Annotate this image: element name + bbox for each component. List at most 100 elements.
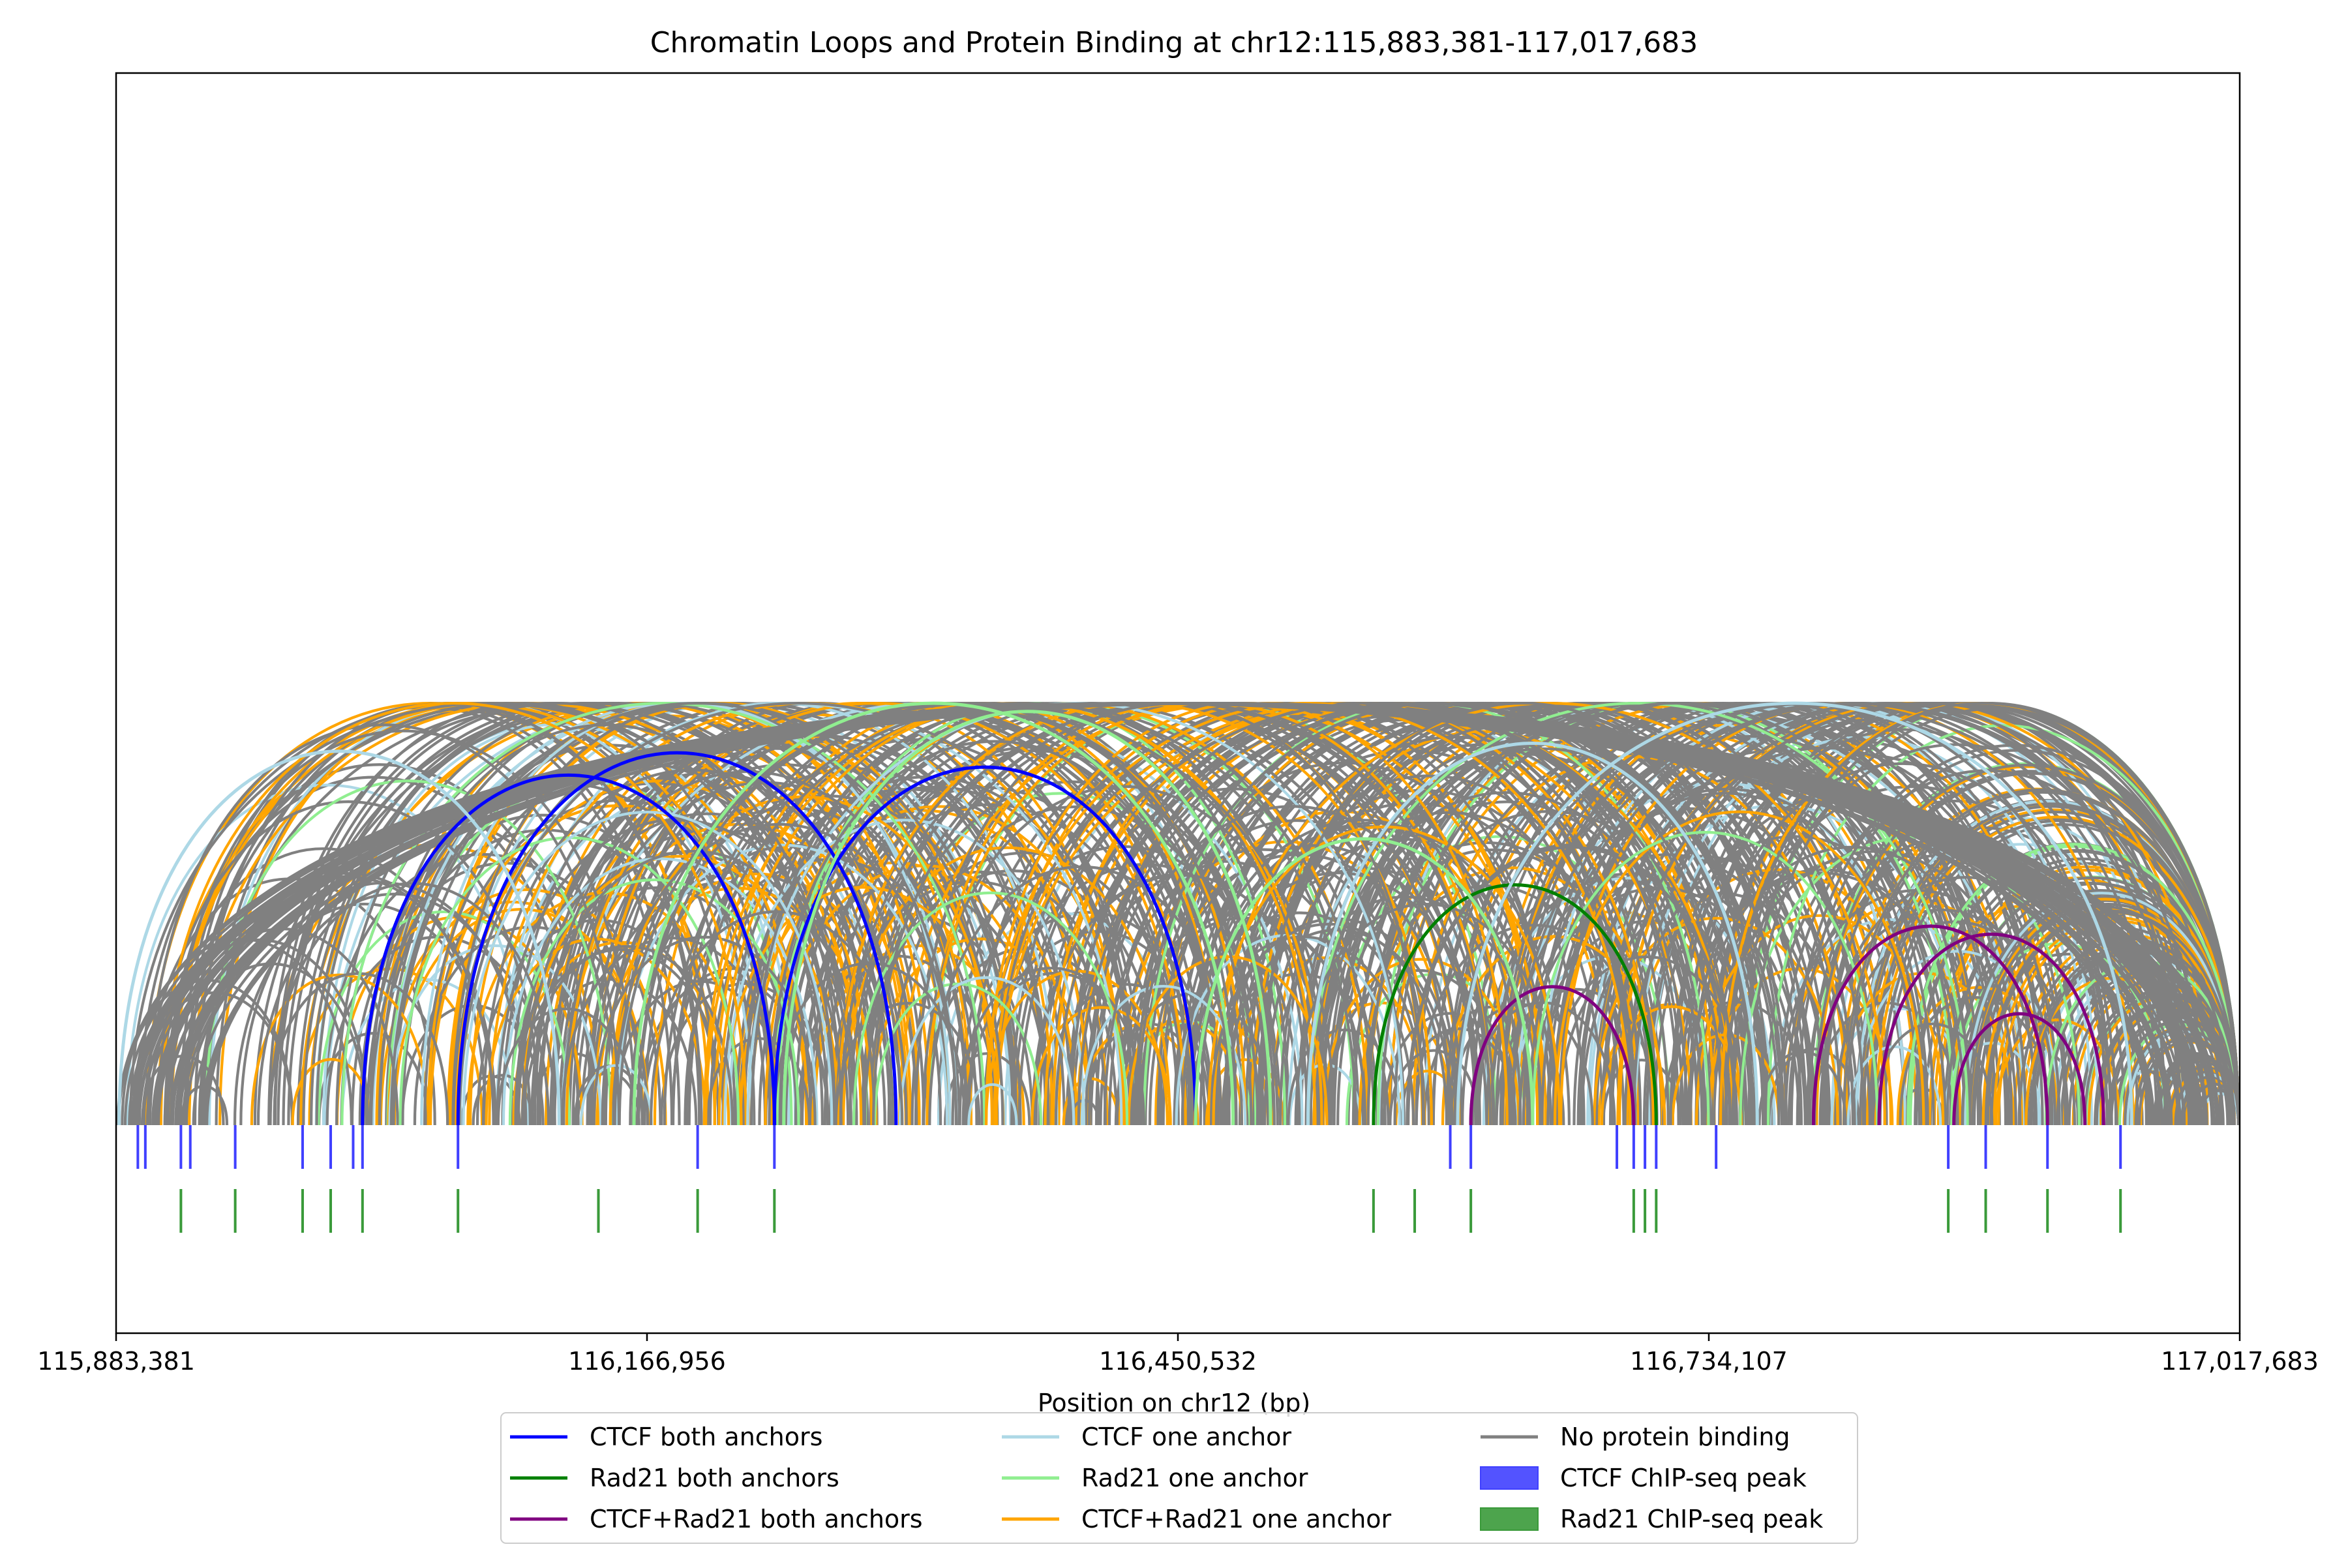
legend-swatch — [1480, 1466, 1539, 1490]
loop-arc — [530, 850, 856, 1126]
loop-arc — [1528, 792, 1921, 1126]
loop-arc — [1329, 849, 1657, 1126]
loop-arc — [1531, 830, 1879, 1126]
loop-arc — [1103, 805, 1481, 1126]
loop-arc — [663, 702, 1376, 1126]
loop-arc — [250, 973, 430, 1126]
loop-arc — [458, 702, 1139, 1126]
loop-arc — [429, 804, 808, 1126]
ctcf-peak-track — [136, 1125, 2122, 1169]
legend-swatch — [1480, 1507, 1539, 1531]
loop-arc — [1687, 845, 2017, 1126]
loop-arc — [1031, 1006, 1172, 1126]
loop-arc — [1608, 702, 2240, 1126]
x-tick-label: 115,883,381 — [37, 1347, 195, 1376]
legend-label: CTCF both anchors — [590, 1423, 822, 1451]
loop-arc — [1148, 844, 1481, 1126]
loop-arc — [967, 1083, 1018, 1126]
loop-arc — [522, 812, 892, 1126]
loop-arc-rad21-one — [1194, 837, 1535, 1126]
loop-arc — [1946, 876, 2240, 1126]
loop-arc — [565, 702, 1187, 1126]
loop-arc — [1510, 702, 2206, 1126]
loop-arc — [898, 976, 1076, 1126]
loop-arc — [1777, 889, 2056, 1126]
loop-arc — [601, 822, 958, 1126]
legend-label: No protein binding — [1560, 1423, 1790, 1451]
loop-arc — [1695, 914, 1945, 1126]
loop-arc — [1758, 1050, 1847, 1126]
loop-arc — [842, 846, 1171, 1126]
loop-arc-ctcf-one — [1306, 742, 1759, 1126]
loop-arc — [1080, 985, 1247, 1126]
loop-arc-ctcf-both — [361, 773, 776, 1126]
chart-title: Chromatin Loops and Protein Binding at c… — [650, 26, 1698, 59]
loop-arc — [852, 892, 1129, 1126]
loop-arc — [1017, 702, 1724, 1126]
loop-arc — [146, 723, 621, 1126]
loop-arc — [772, 961, 967, 1126]
loop-arc — [1380, 702, 1972, 1126]
loop-arc — [508, 879, 800, 1126]
legend-label: CTCF+Rad21 both anchors — [590, 1505, 923, 1533]
loop-arc-ctcf-rad21-both — [1877, 932, 2105, 1126]
loop-arc — [204, 779, 612, 1126]
loop-arc-ctcf-both — [456, 751, 898, 1126]
loop-arc — [928, 865, 1235, 1126]
loop-arc — [128, 702, 850, 1126]
loop-arc — [1212, 702, 1886, 1126]
loop-arc — [1309, 791, 1704, 1126]
loop-arc — [1051, 712, 1539, 1126]
legend-label: CTCF ChIP-seq peak — [1560, 1464, 1807, 1492]
loop-arc — [389, 702, 1004, 1126]
loop-arc-ctcf-both — [772, 765, 1197, 1126]
x-tick-label: 116,734,107 — [1630, 1347, 1788, 1376]
rad21-peak-track — [179, 1189, 2122, 1233]
loop-arc — [282, 702, 837, 1126]
loop-arc — [1256, 702, 1788, 1126]
loop-arc-ctcf-rad21-both — [1811, 924, 2049, 1126]
loop-arc — [1871, 1022, 1994, 1126]
loop-arc-rad21-one — [782, 710, 1272, 1126]
loop-arc — [1790, 744, 2240, 1126]
loop-arc — [388, 944, 603, 1126]
plot-area — [115, 72, 2241, 1334]
loop-arc — [496, 1007, 637, 1126]
legend-label: Rad21 one anchor — [1081, 1464, 1308, 1492]
legend: CTCF both anchors Rad21 both anchors CTCF+… — [500, 1412, 1858, 1544]
loop-arc-ctcf-one — [117, 749, 561, 1126]
loop-arc — [1906, 843, 2240, 1126]
legend-label: CTCF+Rad21 one anchor — [1081, 1505, 1392, 1533]
loop-arc — [462, 811, 834, 1126]
loop-arc — [834, 1002, 981, 1126]
loop-arc — [1134, 702, 1670, 1126]
loop-arc — [1287, 1028, 1402, 1126]
loop-arc — [1747, 707, 2240, 1126]
legend-label: Rad21 both anchors — [590, 1464, 839, 1492]
loop-arc-rad21-one — [632, 701, 1235, 1126]
x-tick-label: 116,450,532 — [1099, 1347, 1257, 1376]
loop-arc — [1623, 835, 1966, 1126]
loop-arc — [1964, 892, 2240, 1126]
x-tick-label: 116,166,956 — [568, 1347, 726, 1376]
loop-arc — [1136, 702, 1737, 1126]
loop-arc — [1221, 928, 1454, 1126]
legend-label: CTCF one anchor — [1081, 1423, 1291, 1451]
loop-arc — [1306, 702, 1970, 1126]
loop-arc — [706, 1037, 811, 1126]
loop-arc — [170, 729, 637, 1126]
loop-arc — [768, 740, 1222, 1126]
loop-arc — [1294, 903, 1558, 1126]
loop-arc — [1407, 846, 1737, 1126]
loop-arc-ctcf-rad21-both — [1469, 985, 1636, 1126]
loop-arc — [1553, 810, 1925, 1126]
loop-arc — [1332, 702, 1854, 1126]
loop-arc — [256, 892, 532, 1126]
x-tick-label: 117,017,683 — [2161, 1347, 2319, 1376]
loop-arc — [1445, 702, 2027, 1126]
loop-arc — [169, 702, 2235, 1126]
legend-label: Rad21 ChIP-seq peak — [1560, 1505, 1823, 1533]
loop-arc — [496, 819, 858, 1126]
loop-arc — [125, 783, 529, 1126]
